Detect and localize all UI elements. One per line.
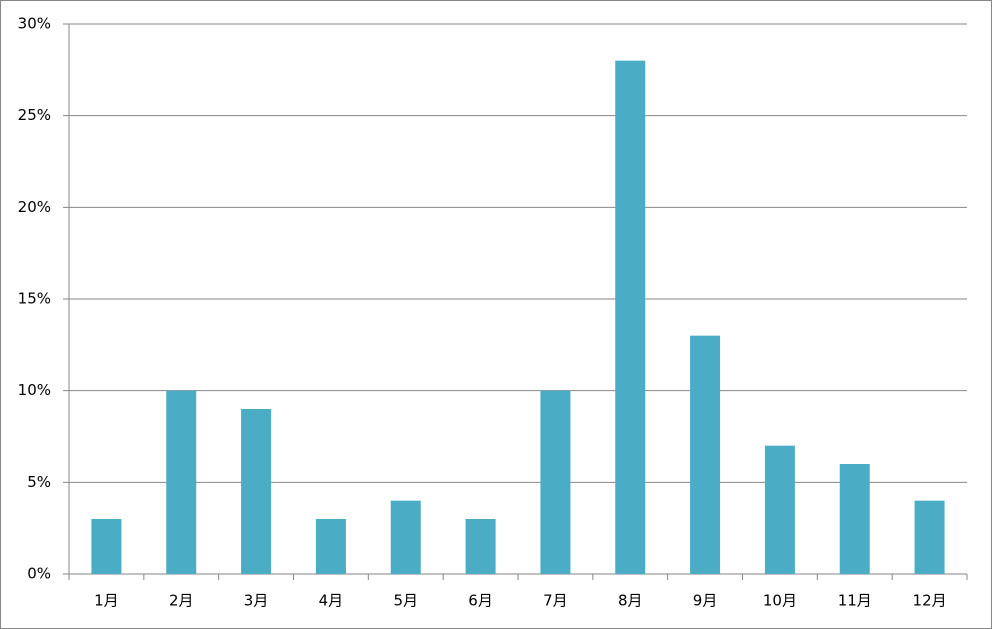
x-tick-label: 5月	[393, 592, 418, 610]
bar	[839, 464, 870, 574]
y-tick-label: 20%	[18, 198, 51, 216]
x-tick-label: 2月	[169, 592, 194, 610]
x-tick-label: 7月	[543, 592, 568, 610]
y-tick-label: 25%	[18, 106, 51, 124]
bar	[241, 409, 272, 574]
bar	[465, 519, 496, 574]
bar	[764, 445, 795, 574]
x-tick-label: 3月	[244, 592, 269, 610]
y-tick-label: 5%	[27, 473, 51, 491]
y-tick-label: 10%	[18, 381, 51, 399]
bar	[615, 60, 646, 574]
x-tick-label: 1月	[94, 592, 119, 610]
x-tick-label: 8月	[618, 592, 643, 610]
bar	[91, 519, 122, 574]
x-tick-label: 4月	[319, 592, 344, 610]
y-tick-label: 30%	[18, 15, 51, 33]
bar	[540, 390, 571, 574]
x-tick-label: 11月	[838, 592, 872, 610]
bar	[315, 519, 346, 574]
bar	[166, 390, 197, 574]
x-tick-label: 12月	[913, 592, 947, 610]
y-tick-label: 15%	[18, 290, 51, 308]
bar	[690, 335, 721, 574]
x-tick-label: 10月	[763, 592, 797, 610]
y-tick-label: 0%	[27, 565, 51, 583]
x-tick-label: 6月	[468, 592, 493, 610]
bar	[914, 500, 945, 574]
bar	[390, 500, 421, 574]
x-tick-label: 9月	[693, 592, 718, 610]
